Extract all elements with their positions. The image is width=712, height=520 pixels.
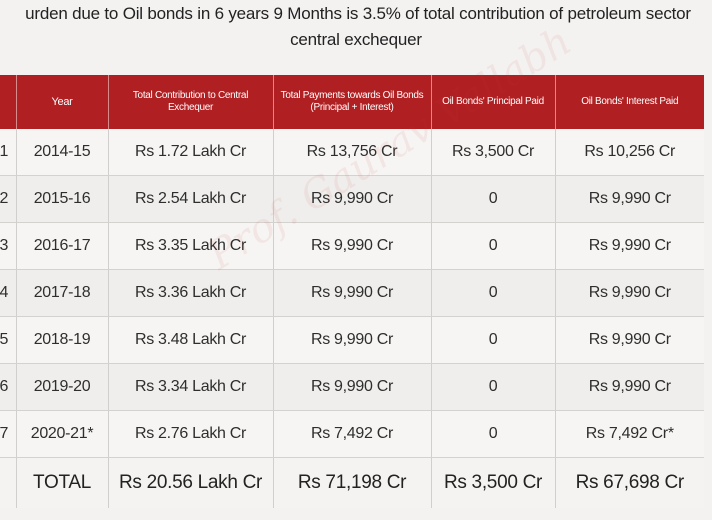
header-total-payments: Total Payments towards Oil Bonds (Princi…: [272, 75, 431, 129]
cell-interest: Rs 9,990 Cr: [554, 316, 704, 364]
cell-interest: Rs 7,492 Cr*: [554, 410, 704, 458]
cell-interest: Rs 9,990 Cr: [554, 363, 704, 411]
header-interest-paid: Oil Bonds' Interest Paid: [554, 75, 704, 129]
cell-payments: Rs 9,990 Cr: [272, 363, 431, 411]
cell-year: 2018-19: [15, 316, 108, 364]
cell-sn: 6: [0, 363, 16, 411]
table-row: 3 2016-17 Rs 3.35 Lakh Cr Rs 9,990 Cr 0 …: [0, 222, 704, 270]
table-row: 5 2018-19 Rs 3.48 Lakh Cr Rs 9,990 Cr 0 …: [0, 316, 704, 364]
cell-sn: 5: [0, 316, 16, 364]
cell-principal: 0: [430, 410, 555, 458]
cell-year: 2019-20: [15, 363, 108, 411]
table-row: 1 2014-15 Rs 1.72 Lakh Cr Rs 13,756 Cr R…: [0, 129, 704, 176]
total-payments: Rs 71,198 Cr: [272, 457, 431, 508]
cell-payments: Rs 9,990 Cr: [272, 269, 431, 317]
total-label: TOTAL: [15, 457, 108, 508]
cell-year: 2016-17: [15, 222, 108, 270]
cell-payments: Rs 9,990 Cr: [272, 222, 431, 270]
cell-sn: 3: [0, 222, 16, 270]
cell-contribution: Rs 2.54 Lakh Cr: [107, 175, 273, 223]
cell-payments: Rs 9,990 Cr: [272, 175, 431, 223]
cell-interest: Rs 9,990 Cr: [554, 269, 704, 317]
cell-contribution: Rs 3.34 Lakh Cr: [107, 363, 273, 411]
header-principal-paid: Oil Bonds' Principal Paid: [430, 75, 555, 129]
cell-year: 2017-18: [15, 269, 108, 317]
cell-year: 2015-16: [15, 175, 108, 223]
cell-contribution: Rs 3.36 Lakh Cr: [107, 269, 273, 317]
cell-payments: Rs 7,492 Cr: [272, 410, 431, 458]
cell-sn: 7: [0, 410, 16, 458]
total-principal: Rs 3,500 Cr: [430, 457, 555, 508]
cell-principal: 0: [430, 175, 555, 223]
cell-sn: 2: [0, 175, 16, 223]
cell-contribution: Rs 3.35 Lakh Cr: [107, 222, 273, 270]
header-year: Year: [15, 75, 108, 129]
cell-payments: Rs 9,990 Cr: [272, 316, 431, 364]
cell-payments: Rs 13,756 Cr: [272, 129, 431, 176]
oil-bonds-table: Year Total Contribution to Central Exche…: [0, 75, 704, 508]
cell-year: 2014-15: [15, 129, 108, 176]
cell-interest: Rs 9,990 Cr: [554, 175, 704, 223]
table-total-row: TOTAL Rs 20.56 Lakh Cr Rs 71,198 Cr Rs 3…: [0, 457, 704, 508]
total-interest: Rs 67,698 Cr: [554, 457, 704, 508]
cell-interest: Rs 9,990 Cr: [554, 222, 704, 270]
cell-principal: Rs 3,500 Cr: [430, 129, 555, 176]
table-row: 2 2015-16 Rs 2.54 Lakh Cr Rs 9,990 Cr 0 …: [0, 175, 704, 223]
headline-line-2: central exchequer: [290, 30, 422, 49]
cell-contribution: Rs 1.72 Lakh Cr: [107, 129, 273, 176]
cell-contribution: Rs 2.76 Lakh Cr: [107, 410, 273, 458]
table-row: 4 2017-18 Rs 3.36 Lakh Cr Rs 9,990 Cr 0 …: [0, 269, 704, 317]
headline-line-1: urden due to Oil bonds in 6 years 9 Mont…: [25, 4, 691, 23]
total-contribution: Rs 20.56 Lakh Cr: [107, 457, 273, 508]
table-row: 6 2019-20 Rs 3.34 Lakh Cr Rs 9,990 Cr 0 …: [0, 363, 704, 411]
cell-contribution: Rs 3.48 Lakh Cr: [107, 316, 273, 364]
table-row: 7 2020-21* Rs 2.76 Lakh Cr Rs 7,492 Cr 0…: [0, 410, 704, 458]
table-header-row: Year Total Contribution to Central Exche…: [0, 75, 704, 129]
cell-principal: 0: [430, 269, 555, 317]
cell-year: 2020-21*: [15, 410, 108, 458]
cell-sn: 4: [0, 269, 16, 317]
cell-principal: 0: [430, 316, 555, 364]
cell-principal: 0: [430, 222, 555, 270]
cell-sn: 1: [0, 129, 16, 176]
header-sn: [0, 75, 16, 129]
cell-interest: Rs 10,256 Cr: [554, 129, 704, 176]
cell-sn: [0, 457, 16, 508]
cell-principal: 0: [430, 363, 555, 411]
header-total-contribution: Total Contribution to Central Exchequer: [107, 75, 273, 129]
